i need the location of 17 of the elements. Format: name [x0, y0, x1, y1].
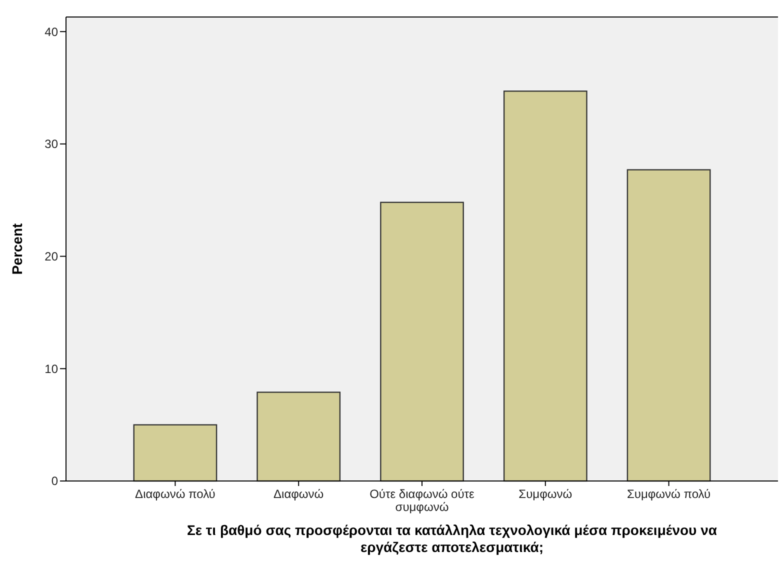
y-tick-label: 10 [44, 362, 58, 376]
bar [380, 202, 464, 482]
bar [256, 392, 341, 482]
x-tick-label: Διαφωνώ [274, 487, 324, 501]
y-tick-label: 30 [44, 137, 58, 152]
x-tick-label: Διαφωνώ πολύ [135, 487, 216, 501]
y-axis-title: Percent [9, 222, 25, 275]
x-tick-label: Συμφωνώ [518, 487, 572, 501]
x-tick-label: Συμφωνώ πολύ [627, 487, 711, 501]
y-tick-label: 0 [51, 474, 58, 488]
bar [133, 424, 218, 482]
bar [626, 169, 711, 482]
bar [503, 90, 588, 482]
x-tick-label: Ούτε διαφωνώ ούτε συμφωνώ [370, 487, 476, 514]
x-axis-title: Σε τι βαθμό σας προσφέρονται τα κατάλληλα τεχνολογικά μέσα προκειμένου να εργάζεστε αποτελεσματικά; [187, 522, 718, 555]
y-tick-label: 40 [44, 24, 58, 39]
y-tick-label: 20 [44, 250, 58, 264]
